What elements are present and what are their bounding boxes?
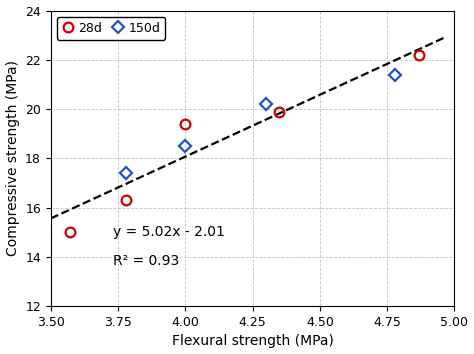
Text: R² = 0.93: R² = 0.93 <box>113 255 179 268</box>
Line: 28d: 28d <box>64 50 424 237</box>
28d <box>67 230 73 234</box>
Line: 150d: 150d <box>122 70 400 177</box>
Y-axis label: Compressive strength (MPa): Compressive strength (MPa) <box>6 61 19 256</box>
28d <box>277 109 283 114</box>
150d <box>123 171 129 175</box>
150d <box>392 73 398 77</box>
Legend: 28d, 150d: 28d, 150d <box>57 17 165 40</box>
28d <box>417 53 422 57</box>
28d <box>123 198 129 202</box>
Text: y = 5.02x - 2.01: y = 5.02x - 2.01 <box>113 225 225 239</box>
150d <box>182 144 188 148</box>
150d <box>263 102 269 106</box>
X-axis label: Flexural strength (MPa): Flexural strength (MPa) <box>172 335 334 348</box>
28d <box>182 122 188 126</box>
